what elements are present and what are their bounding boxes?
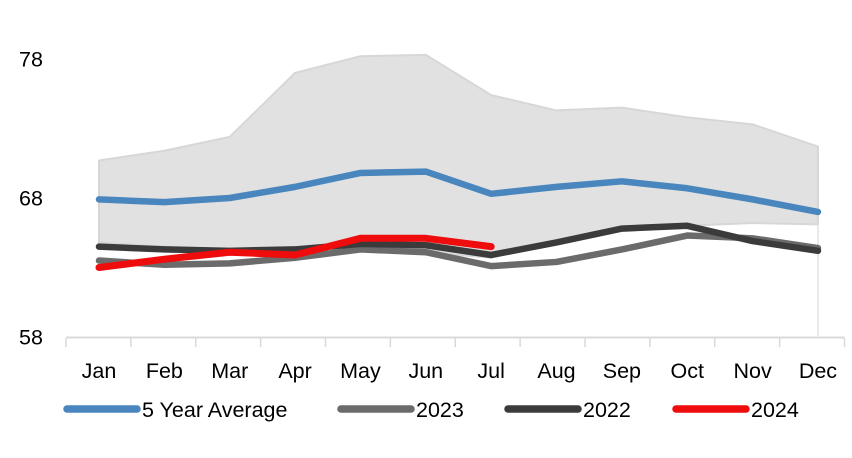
series-line-2024: [95, 234, 495, 271]
legend-item-2024: 2024: [672, 398, 799, 422]
x-axis-label: Dec: [799, 359, 837, 383]
x-axis-label: Nov: [733, 359, 771, 383]
legend: 5 Year Average 2023 2022 2024: [63, 398, 799, 422]
plot-area: 58 68 78 Jan Feb Mar Apr May Jun Jul Aug Sep Oct Nov D…: [19, 48, 846, 383]
legend-item-2022: 2022: [504, 398, 631, 422]
y-axis-label: 58: [19, 326, 43, 350]
x-axis-label: Oct: [671, 359, 704, 383]
legend-label-5-year-average: 5 Year Average: [142, 398, 287, 422]
x-axis-label: Jun: [408, 359, 443, 383]
series-line-5-year-average: [95, 168, 822, 216]
x-axis-label: Aug: [537, 359, 575, 383]
x-axis-label: Jan: [82, 359, 117, 383]
x-axis-label: Jul: [477, 359, 504, 383]
x-axis-label: Mar: [211, 359, 248, 383]
legend-label-2022: 2022: [583, 398, 631, 422]
range-band: [98, 53, 819, 259]
legend-label-2023: 2023: [416, 398, 464, 422]
x-axis-label: May: [340, 359, 381, 383]
legend-item-2023: 2023: [337, 398, 464, 422]
x-axis-label: Feb: [146, 359, 183, 383]
x-axis-label: Apr: [278, 359, 311, 383]
y-axis-label: 68: [19, 187, 43, 211]
legend-label-2024: 2024: [751, 398, 799, 422]
series-line-2023: [95, 232, 822, 270]
x-axis-label: Sep: [603, 359, 641, 383]
legend-item-5-year-average: 5 Year Average: [63, 398, 287, 422]
y-axis-label: 78: [19, 48, 43, 72]
